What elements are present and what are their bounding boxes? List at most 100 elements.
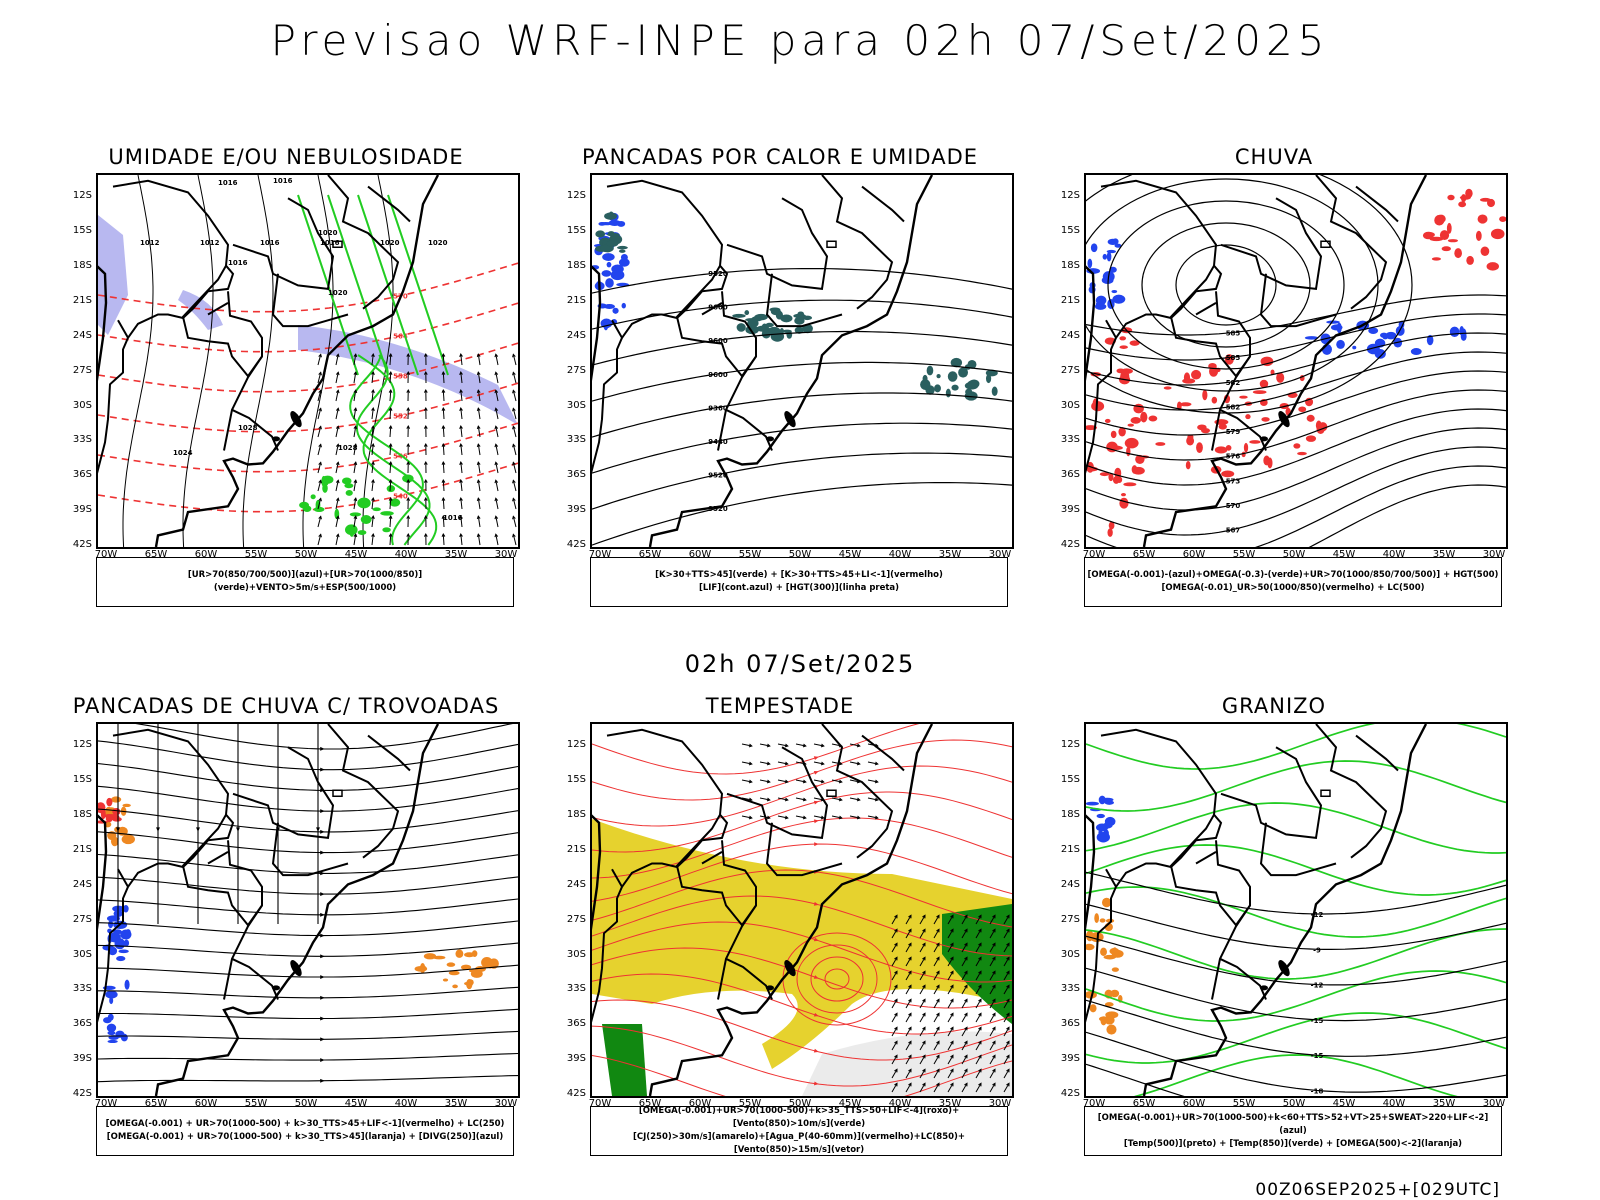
streamline-arrow xyxy=(196,827,200,832)
wind-vector-head xyxy=(318,497,322,502)
border-line xyxy=(1355,185,1399,223)
lat-tick-label: 27S xyxy=(566,913,586,925)
rain-area-omega xyxy=(1385,331,1397,340)
wind-vector-head xyxy=(512,425,516,430)
rain-area xyxy=(1108,472,1114,482)
contour-line xyxy=(349,354,424,546)
wind-vector xyxy=(335,480,339,492)
omega-area xyxy=(1112,947,1118,959)
instability-area xyxy=(770,307,781,316)
lat-tick-label: 33S xyxy=(1060,983,1080,995)
contour-label: 9440 xyxy=(708,438,728,446)
contour-label: -12 xyxy=(1311,982,1324,990)
instability-area xyxy=(732,313,746,318)
lat-tick-label: 24S xyxy=(72,878,92,890)
wind-vector-head xyxy=(922,984,926,989)
wind-vector-head xyxy=(1006,956,1010,961)
wind-vector xyxy=(317,462,322,474)
orange-instability xyxy=(452,984,458,989)
wind-vector xyxy=(919,1055,926,1065)
wind-vector xyxy=(961,971,968,981)
wind-vector xyxy=(495,462,499,474)
border-line xyxy=(592,868,624,1023)
wind-vector xyxy=(919,1041,926,1051)
wind-vector xyxy=(353,390,357,402)
rain-area xyxy=(1109,445,1123,451)
wind-vector-head xyxy=(922,970,926,975)
wind-vector-head xyxy=(894,928,898,933)
rain-area xyxy=(1447,239,1459,243)
wind-vector-head xyxy=(388,424,393,429)
wind-vector-head xyxy=(922,914,926,919)
instability-area xyxy=(947,371,958,382)
wind-vector-head xyxy=(371,479,375,484)
wind-vector xyxy=(1003,957,1010,967)
border-line xyxy=(592,319,624,474)
lat-tick-label: 18S xyxy=(72,809,92,820)
lifted-index-area xyxy=(602,253,615,261)
wind-vector-head xyxy=(802,815,807,820)
lon-tick-label: 60W xyxy=(194,549,218,560)
contour-line xyxy=(592,422,1012,474)
divergence-area xyxy=(118,949,129,954)
wind-vector-head xyxy=(992,1040,996,1045)
rain-area xyxy=(1119,336,1127,341)
orange-instability xyxy=(464,981,471,986)
rain-area-omega xyxy=(1330,324,1343,331)
wind-vector-head xyxy=(406,424,411,429)
streamline xyxy=(98,1008,518,1020)
lon-tick-label: 35W xyxy=(1432,549,1456,560)
contour-line xyxy=(1086,313,1506,361)
wind-vector xyxy=(741,743,752,747)
coastline xyxy=(154,175,440,547)
red-instability xyxy=(98,802,106,814)
wind-vector xyxy=(961,1027,968,1037)
humidity-area-low xyxy=(380,511,394,516)
humidity-area-low xyxy=(345,489,353,496)
lat-tick-label: 39S xyxy=(72,504,92,516)
wind-vector xyxy=(389,515,392,528)
wind-vector xyxy=(989,929,996,939)
rain-area xyxy=(1179,402,1192,407)
wind-vector xyxy=(867,761,878,765)
pacific-coastline xyxy=(98,265,108,382)
wind-vector xyxy=(989,1055,996,1065)
legend-line: [K>30+TTS>45](verde) + [K>30+TTS>45+LI<-… xyxy=(655,570,943,580)
wind-vector xyxy=(831,815,842,819)
legend-line: [CJ(250)>30m/s](amarelo)+[Agua_P(40-60mm… xyxy=(632,1132,966,1155)
border-line xyxy=(1100,728,1223,888)
pressure-label: 1016 xyxy=(443,514,463,522)
lagoon xyxy=(290,411,302,428)
streamline-arrow xyxy=(814,842,819,847)
wind-vector-head xyxy=(318,353,322,358)
streamline xyxy=(98,785,518,812)
wind-vector-head xyxy=(784,779,789,784)
wind-vector xyxy=(495,390,499,402)
omega-area xyxy=(1101,897,1112,908)
lon-tick-label: 35W xyxy=(444,1098,468,1109)
wind-vector-head xyxy=(318,407,322,412)
lat-tick-label: 12S xyxy=(566,739,586,751)
streamline-arrow xyxy=(320,767,325,772)
wind-vector xyxy=(371,534,374,546)
wind-vector-head xyxy=(894,984,898,989)
rain-area xyxy=(1252,390,1267,395)
border-line xyxy=(1169,265,1251,378)
lat-tick-label: 24S xyxy=(566,878,586,890)
wind-vector xyxy=(777,779,788,783)
streamline-arrow xyxy=(236,827,240,832)
contour-label: 1016 xyxy=(320,239,340,247)
streamline-arrow xyxy=(320,892,325,896)
rain-area xyxy=(1298,406,1307,413)
wind-vector-head xyxy=(908,1082,912,1087)
wind-vector xyxy=(813,761,824,765)
lagoon xyxy=(290,960,302,977)
cyclone-streamline xyxy=(810,956,864,1002)
legend-line: [Temp(500)](preto) + [Temp(850)](verde) … xyxy=(1123,1138,1463,1149)
wind-vector-head xyxy=(964,914,968,919)
wind-vector-head xyxy=(922,942,926,947)
wind-vector-head xyxy=(494,371,499,376)
lon-tick-label: 60W xyxy=(1182,549,1206,560)
wind-vector xyxy=(477,534,481,546)
contour-line xyxy=(1086,332,1506,386)
